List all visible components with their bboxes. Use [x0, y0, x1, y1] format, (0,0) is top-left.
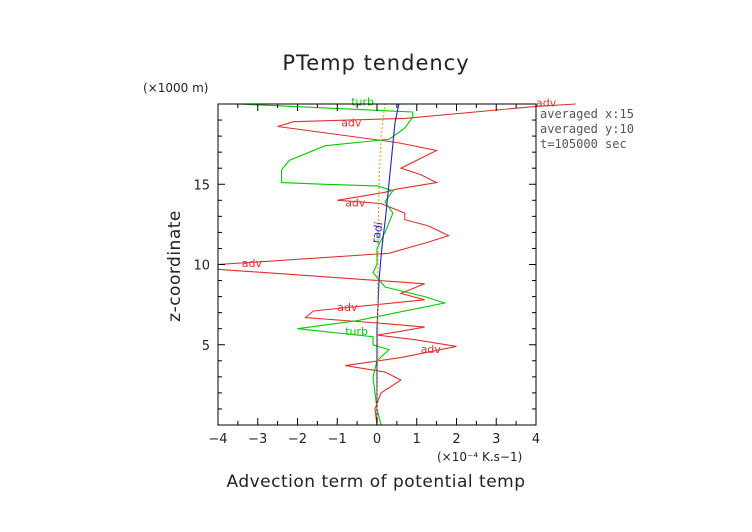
curve-label-turb-7: turb: [345, 325, 368, 338]
x-tick-label: 0: [373, 432, 381, 447]
series-layer: [217, 103, 576, 426]
info-line-y: averaged y:10: [540, 122, 634, 136]
curve-label-adv-4: adv: [337, 301, 358, 314]
x-tick-label: −4: [208, 432, 227, 447]
x-tick-label: 2: [452, 432, 460, 447]
info-line-t: t=105000 sec: [540, 137, 627, 151]
tick-layer: −4 −3 −2 −1 0 1 2 3 4 5 10 15: [193, 103, 540, 447]
series-line-profile-3: [376, 103, 386, 426]
info-box: averaged x:15 averaged y:10 t=105000 sec: [540, 107, 634, 151]
curve-label-layer: adv adv adv adv adv adv turb turb radi: [242, 96, 557, 356]
curve-label-adv-0: adv: [536, 96, 557, 109]
y-tick-label: 15: [193, 178, 210, 193]
y-unit-label: (×1000 m): [143, 81, 208, 95]
curve-label-radi-8: radi: [369, 221, 386, 244]
series-line-radi: [376, 103, 400, 425]
x-unit-label: (×10⁻⁴ K.s−1): [437, 450, 522, 464]
x-tick-label: −1: [328, 432, 347, 447]
chart-title: PTemp tendency: [282, 51, 469, 75]
curve-label-adv-5: adv: [421, 343, 442, 356]
x-tick-label: 3: [492, 432, 500, 447]
y-tick-label: 5: [202, 339, 210, 354]
x-tick-label: 1: [413, 432, 421, 447]
curve-label-adv-1: adv: [341, 117, 362, 130]
y-tick-label: 10: [193, 259, 210, 274]
series-line-turb: [237, 103, 447, 426]
curve-label-turb-6: turb: [351, 96, 374, 109]
curve-label-adv-2: adv: [345, 197, 366, 210]
series-line-adv: [217, 103, 576, 426]
curve-label-adv-3: adv: [242, 257, 263, 270]
x-tick-label: 4: [532, 432, 540, 447]
x-tick-label: −2: [288, 432, 307, 447]
x-axis-label: Advection term of potential temp: [226, 472, 525, 492]
info-line-x: averaged x:15: [540, 107, 634, 121]
y-axis-label: z-coordinate: [165, 210, 185, 322]
x-tick-label: −3: [248, 432, 267, 447]
